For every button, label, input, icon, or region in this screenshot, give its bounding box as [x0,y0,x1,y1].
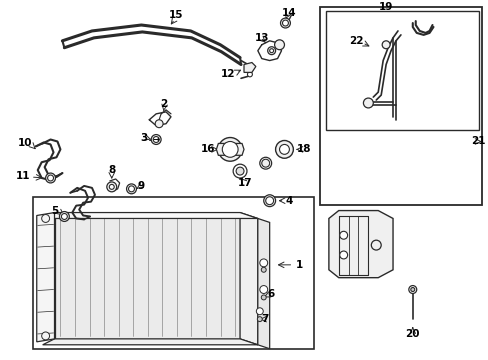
Polygon shape [42,339,257,345]
Circle shape [61,213,67,220]
Circle shape [259,157,271,169]
Circle shape [47,175,53,181]
Circle shape [274,40,284,50]
Circle shape [128,186,134,192]
Circle shape [259,285,267,293]
Text: 7: 7 [261,314,268,324]
Polygon shape [216,143,244,155]
Circle shape [339,231,347,239]
Text: 4: 4 [285,196,292,206]
Text: 2: 2 [160,99,167,109]
Bar [33,197,313,349]
Circle shape [233,164,246,178]
Polygon shape [328,211,392,278]
Text: 10: 10 [18,139,32,148]
Text: 20: 20 [405,329,419,339]
Circle shape [263,195,275,207]
Text: 8: 8 [108,165,115,175]
Text: 19: 19 [378,2,392,12]
Circle shape [261,295,265,300]
Circle shape [261,159,269,167]
Text: 18: 18 [296,144,311,154]
Circle shape [60,212,69,221]
Circle shape [236,167,244,175]
Circle shape [155,120,163,128]
Circle shape [282,20,288,26]
Polygon shape [54,212,240,339]
Text: 9: 9 [138,181,144,191]
Text: 11: 11 [16,171,30,181]
Circle shape [151,135,161,144]
Polygon shape [240,212,257,345]
Circle shape [41,215,49,222]
Text: 14: 14 [282,8,296,18]
Circle shape [247,72,252,77]
Circle shape [106,182,117,192]
Circle shape [280,18,290,28]
Circle shape [267,47,275,55]
Text: 17: 17 [237,178,252,188]
Text: 12: 12 [221,69,235,79]
Text: 1: 1 [295,260,302,270]
Text: 13: 13 [254,33,268,43]
Circle shape [41,332,49,340]
Text: 6: 6 [266,289,274,300]
Text: 21: 21 [470,136,484,147]
Circle shape [45,173,55,183]
Polygon shape [37,212,54,342]
Text: →: → [152,135,160,144]
Circle shape [153,136,159,143]
Circle shape [222,141,238,157]
Circle shape [256,308,263,315]
Circle shape [370,240,381,250]
Polygon shape [42,212,257,219]
Text: 15: 15 [168,10,183,20]
Circle shape [279,144,289,154]
Text: 22: 22 [348,36,363,46]
Polygon shape [41,212,54,337]
Circle shape [339,251,347,259]
Circle shape [259,259,267,267]
Polygon shape [257,219,269,349]
Circle shape [109,184,114,189]
Circle shape [265,197,273,204]
Text: 5: 5 [51,206,58,216]
Circle shape [382,41,389,49]
Bar [319,7,481,204]
Circle shape [269,49,273,53]
Circle shape [408,285,416,293]
Circle shape [246,65,253,72]
Circle shape [363,98,372,108]
Circle shape [126,184,136,194]
Circle shape [275,140,293,158]
Text: 3: 3 [141,132,148,143]
Circle shape [410,288,414,292]
Circle shape [218,138,242,161]
Circle shape [257,317,262,321]
Text: 16: 16 [201,144,215,154]
Bar [325,11,478,130]
Circle shape [261,267,265,272]
Polygon shape [244,63,255,72]
